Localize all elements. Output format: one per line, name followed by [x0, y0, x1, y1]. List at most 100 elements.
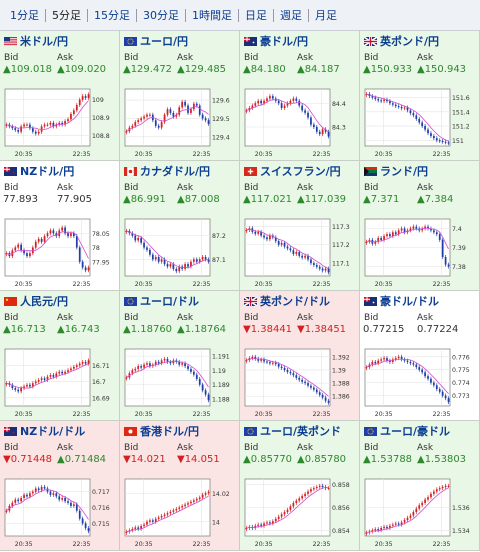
tab-2[interactable]: 15分足 [94, 8, 130, 22]
candlestick-chart[interactable]: 16.71 16.7 16.69 20:35 22:35 [3, 346, 116, 418]
currency-tile[interactable]: スイスフラン/円 Bid Ask ▲117.021 ▲117.039 117.3 117.2… [240, 161, 360, 291]
currency-tile[interactable]: 豪ドル/円 Bid Ask ▲84.180 ▲84.187 84.4 84.3 20:35 22… [240, 31, 360, 161]
candle-body [374, 529, 377, 531]
candle-body [254, 103, 257, 106]
currency-tile[interactable]: 英ポンド/ドル Bid Ask ▼1.38441 ▼1.38451 1.392 1.39 1.… [240, 291, 360, 421]
tile-title[interactable]: ユーロ/豪ドル [364, 424, 450, 438]
tile-title[interactable]: 豪ドル/円 [244, 34, 308, 48]
candlestick-chart[interactable]: 1.536 1.534 20:35 22:35 [363, 476, 476, 548]
tile-title[interactable]: 豪ドル/ドル [364, 294, 439, 308]
tile-title[interactable]: 香港ドル/円 [124, 424, 199, 438]
candle-body [435, 138, 438, 141]
candle-body [34, 131, 37, 134]
pair-name[interactable]: スイスフラン/円 [260, 165, 341, 178]
currency-tile[interactable]: 人民元/円 Bid Ask ▲16.713 ▲16.743 16.71 16.7 16.69 2… [0, 291, 120, 421]
pair-name[interactable]: ユーロ/英ポンド [260, 425, 342, 438]
tab-4[interactable]: 1時間足 [192, 8, 232, 22]
currency-tile[interactable]: ランド/円 Bid Ask ▲7.371 ▲7.384 7.4 7.39 7.38 20:35 2… [360, 161, 480, 291]
ask-value: ▲0.71484 [57, 454, 107, 465]
tile-title[interactable]: ユーロ/ドル [124, 294, 199, 308]
candle-body [181, 506, 184, 508]
pair-name[interactable]: ユーロ/円 [140, 35, 189, 48]
pair-name[interactable]: NZドル/円 [20, 165, 75, 178]
candle-body [143, 524, 145, 527]
tab-0[interactable]: 1分足 [10, 8, 39, 22]
candle-body [304, 110, 306, 113]
candlestick-chart[interactable]: 0.776 0.775 0.774 0.773 20:35 22:35 [363, 346, 476, 418]
pair-name[interactable]: 豪ドル/円 [260, 35, 309, 48]
pair-name[interactable]: 米ドル/円 [20, 35, 69, 48]
candle-body [187, 105, 189, 113]
currency-tile[interactable]: 香港ドル/円 Bid Ask ▼14.021 ▼14.051 14.02 14 20:35 22… [120, 421, 240, 551]
tab-5[interactable]: 日足 [245, 8, 267, 22]
pair-name[interactable]: ユーロ/豪ドル [380, 425, 451, 438]
x-tick-label: 20:35 [255, 411, 273, 418]
tile-title[interactable]: スイスフラン/円 [244, 164, 341, 178]
candlestick-chart[interactable]: 151.6 151.4 151.2 151 20:35 22:35 [363, 86, 476, 158]
candlestick-chart[interactable]: 84.4 84.3 20:35 22:35 [243, 86, 356, 158]
candlestick-chart[interactable]: 0.858 0.856 0.854 20:35 22:35 [243, 476, 356, 548]
pair-name[interactable]: 英ポンド/ドル [260, 295, 331, 308]
tile-title[interactable]: ユーロ/円 [124, 34, 188, 48]
tile-title[interactable]: 英ポンド/円 [364, 34, 439, 48]
candlestick-chart[interactable]: 117.3 117.2 117.1 20:35 22:35 [243, 216, 356, 288]
pair-name[interactable]: カナダドル/円 [140, 165, 211, 178]
candlestick-chart[interactable]: 129.6 129.5 129.4 20:35 22:35 [123, 86, 236, 158]
tab-6[interactable]: 週足 [280, 8, 302, 22]
tile-title[interactable]: 人民元/円 [4, 294, 68, 308]
candlestick-chart[interactable]: 14.02 14 20:35 22:35 [123, 476, 236, 548]
currency-tile[interactable]: 米ドル/円 Bid Ask ▲109.018 ▲109.020 109 108.9 108.8… [0, 31, 120, 161]
pair-name[interactable]: 人民元/円 [20, 295, 69, 308]
tab-7[interactable]: 月足 [315, 8, 337, 22]
candle-body [23, 494, 25, 498]
tab-3[interactable]: 30分足 [143, 8, 179, 22]
pair-name[interactable]: 豪ドル/ドル [380, 295, 440, 308]
y-tick-label: 77.95 [92, 259, 110, 266]
currency-tile[interactable]: ユーロ/ドル Bid Ask ▲1.18760 ▲1.18764 1.191 1.19 1.1… [120, 291, 240, 421]
pair-name[interactable]: 香港ドル/円 [140, 425, 200, 438]
candle-body [64, 227, 66, 234]
tab-1[interactable]: 5分足 [52, 8, 81, 22]
candle-body [383, 526, 385, 529]
candlestick-chart[interactable]: 109 108.9 108.8 20:35 22:35 [3, 86, 116, 158]
candle-body [391, 359, 394, 362]
bid-value: ▲0.85770 [243, 454, 293, 465]
currency-tile[interactable]: ユーロ/英ポンド Bid Ask ▲0.85770 ▲0.85780 0.858 0.856… [240, 421, 360, 551]
currency-tile[interactable]: カナダドル/円 Bid Ask ▲86.991 ▲87.008 87.2 87.1 20:35… [120, 161, 240, 291]
tile-title[interactable]: 英ポンド/ドル [244, 294, 330, 308]
currency-tile[interactable]: ユーロ/豪ドル Bid Ask ▲1.53788 ▲1.53803 1.536 1.534 2… [360, 421, 480, 551]
candle-body [280, 242, 283, 245]
candlestick-chart[interactable]: 1.392 1.39 1.388 1.386 20:35 22:35 [243, 346, 356, 418]
candle-body [386, 99, 388, 102]
candle-body [31, 128, 34, 132]
x-tick-label: 22:35 [73, 281, 91, 288]
tile-title[interactable]: カナダドル/円 [124, 164, 210, 178]
tile-title[interactable]: NZドル/ドル [4, 424, 85, 438]
tile-title[interactable]: NZドル/円 [4, 164, 74, 178]
tile-title[interactable]: ユーロ/英ポンド [244, 424, 341, 438]
candle-body [160, 122, 163, 128]
pair-name[interactable]: NZドル/ドル [20, 425, 86, 438]
candlestick-chart[interactable]: 7.4 7.39 7.38 20:35 22:35 [363, 216, 476, 288]
candlestick-chart[interactable]: 87.2 87.1 20:35 22:35 [123, 216, 236, 288]
candlestick-chart[interactable]: 78.05 78 77.95 20:35 22:35 [3, 216, 116, 288]
y-tick-label: 108.8 [92, 133, 110, 140]
candle-body [154, 257, 157, 260]
currency-tile[interactable]: NZドル/ドル Bid Ask ▼0.71448 ▲0.71484 0.717 0.716 0… [0, 421, 120, 551]
candle-body [435, 489, 438, 492]
y-tick-label: 0.774 [452, 380, 470, 387]
tile-title[interactable]: 米ドル/円 [4, 34, 68, 48]
pair-name[interactable]: ユーロ/ドル [140, 295, 200, 308]
currency-tile[interactable]: 豪ドル/ドル Bid Ask 0.77215 0.77224 0.776 0.775 0.77… [360, 291, 480, 421]
candle-body [315, 127, 318, 132]
candlestick-chart[interactable]: 1.191 1.19 1.189 1.188 20:35 22:35 [123, 346, 236, 418]
pair-name[interactable]: 英ポンド/円 [380, 35, 440, 48]
currency-tile[interactable]: ユーロ/円 Bid Ask ▲129.472 ▲129.485 129.6 129.5 129… [120, 31, 240, 161]
tile-title[interactable]: ランド/円 [364, 164, 428, 178]
pair-name[interactable]: ランド/円 [380, 165, 429, 178]
candle-body [424, 226, 426, 229]
currency-tile[interactable]: 英ポンド/円 Bid Ask ▲150.933 ▲150.943 151.6 151.4 15… [360, 31, 480, 161]
candle-body [201, 257, 204, 260]
candlestick-chart[interactable]: 0.717 0.716 0.715 20:35 22:35 [3, 476, 116, 548]
currency-tile[interactable]: NZドル/円 Bid Ask 77.893 77.905 78.05 78 77.95 20:3… [0, 161, 120, 291]
